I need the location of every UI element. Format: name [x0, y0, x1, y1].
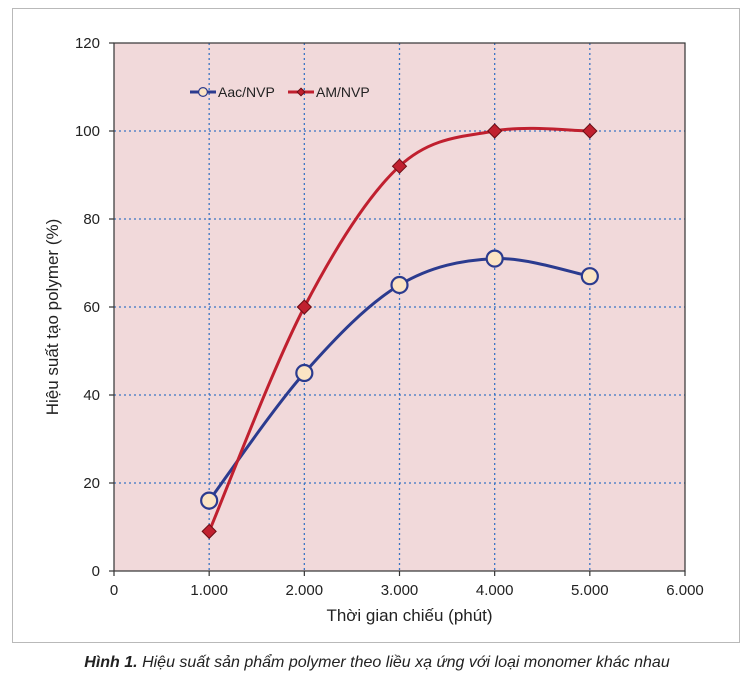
figure-caption: Hình 1. Hiệu suất sản phẩm polymer theo … — [0, 654, 754, 672]
y-axis-title: Hiệu suất tạo polymer (%) — [43, 219, 62, 416]
y-tick-label: 20 — [83, 475, 100, 492]
x-tick-label: 1.000 — [190, 582, 228, 599]
series-line-0 — [207, 257, 591, 502]
y-tick-label: 80 — [83, 211, 100, 228]
x-tick-label: 5.000 — [571, 582, 609, 599]
data-point-1 — [296, 299, 313, 315]
line-chart: 0 1.000 2.000 3.000 4.000 5.000 6.000 0 20 40 60 80… — [43, 35, 704, 625]
data-point-0 — [200, 491, 219, 510]
legend-marker-1 — [296, 87, 306, 97]
y-tick-label: 120 — [75, 35, 100, 52]
x-tick-label: 6.000 — [666, 582, 704, 599]
legend: Aac/NVP AM/NVP — [190, 84, 370, 100]
series-1 — [201, 123, 598, 540]
x-tick-label: 3.000 — [381, 582, 419, 599]
x-tick-label: 0 — [110, 582, 118, 599]
axes — [109, 42, 686, 576]
data-point-1 — [582, 123, 598, 139]
figure-frame — [12, 8, 740, 643]
data-point-0 — [295, 363, 314, 383]
y-tick-label: 0 — [92, 563, 100, 580]
data-point-0 — [485, 249, 504, 268]
x-axis-title: Thời gian chiếu (phút) — [326, 606, 492, 625]
data-point-1 — [486, 123, 503, 139]
y-tick-label: 40 — [83, 387, 100, 404]
series-group — [200, 123, 599, 540]
data-point-1 — [391, 158, 408, 174]
x-tick-label: 4.000 — [476, 582, 514, 599]
data-point-0 — [390, 275, 409, 295]
gridlines — [114, 43, 685, 571]
caption-label: Hình 1. — [84, 654, 138, 671]
legend-label-0: Aac/NVP — [218, 84, 275, 100]
data-point-0 — [580, 267, 599, 286]
y-tick-label: 100 — [75, 123, 100, 140]
legend-marker-0 — [197, 86, 209, 98]
legend-label-1: AM/NVP — [316, 84, 370, 100]
tick-labels: 0 1.000 2.000 3.000 4.000 5.000 6.000 0 20 40 60 80… — [75, 35, 704, 599]
series-0 — [200, 249, 599, 510]
caption-text: Hiệu suất sản phẩm polymer theo liều xạ … — [137, 654, 670, 671]
x-tick-label: 2.000 — [286, 582, 324, 599]
y-tick-label: 60 — [83, 299, 100, 316]
data-point-1 — [201, 523, 217, 540]
series-line-1 — [207, 126, 590, 532]
